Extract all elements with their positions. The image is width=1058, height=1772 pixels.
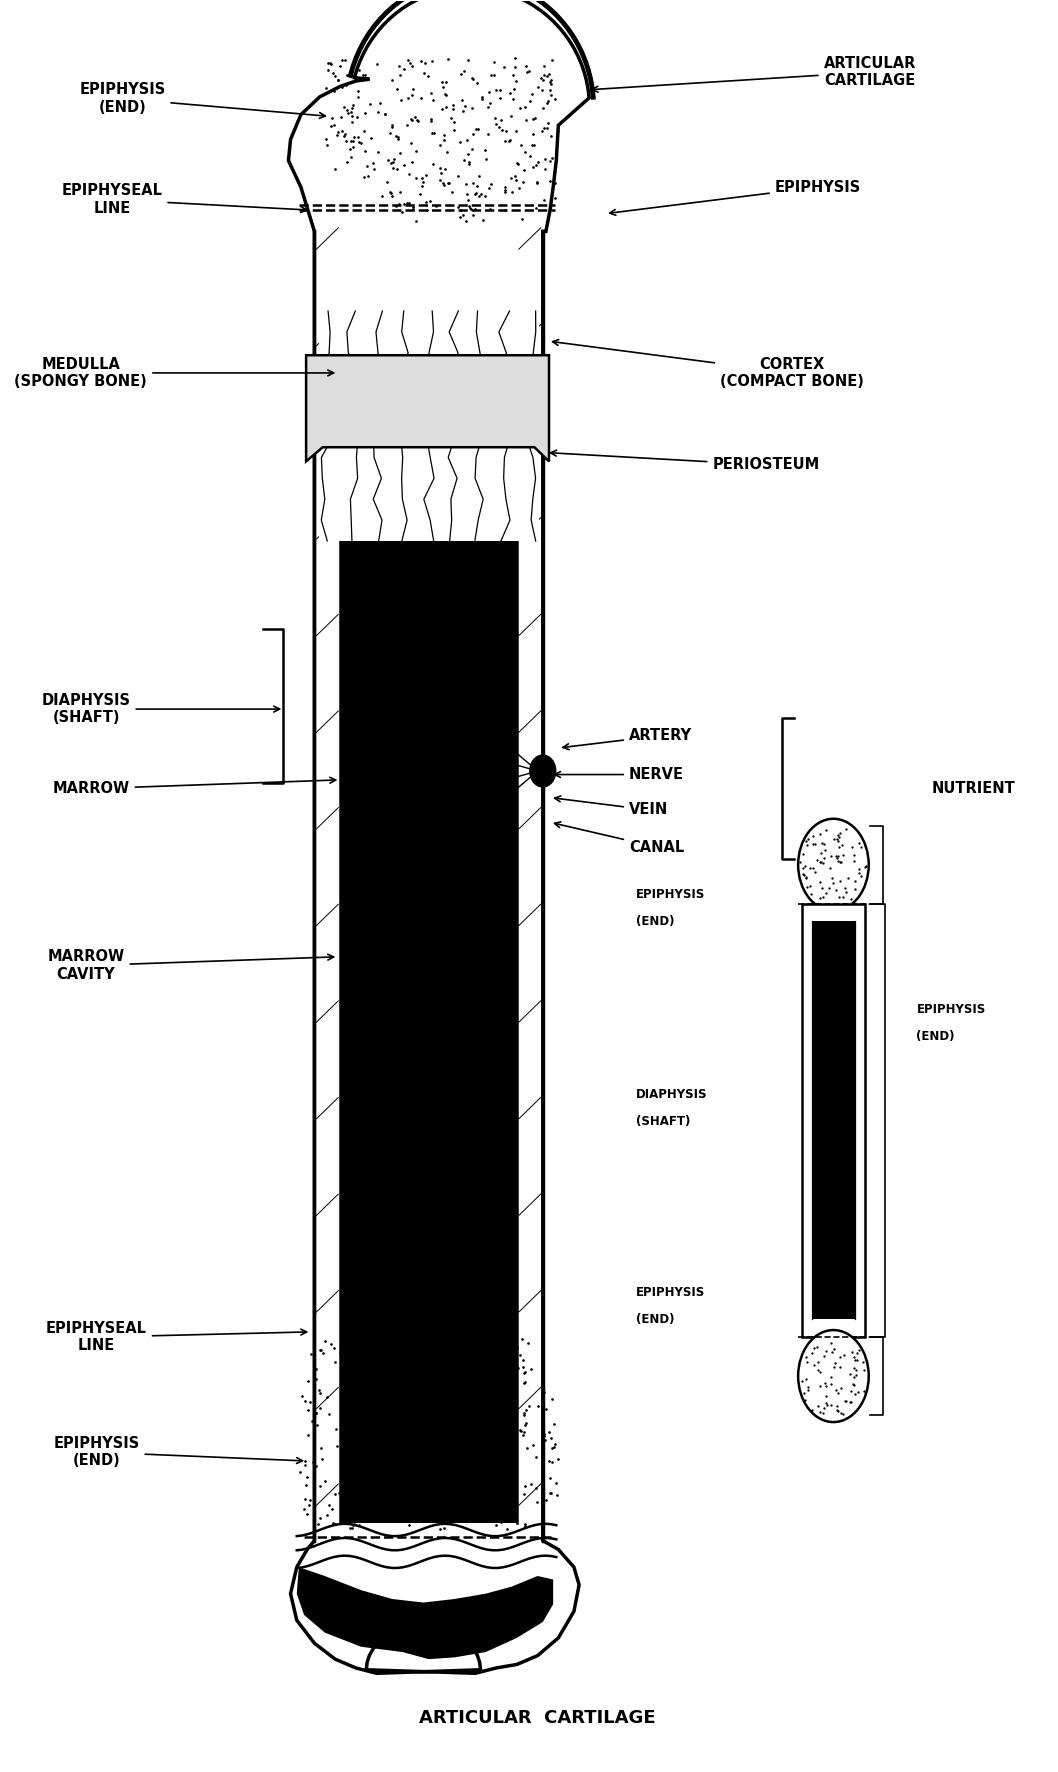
Text: EPIPHYSIS: EPIPHYSIS	[636, 1286, 706, 1299]
Text: EPIPHYSEAL
LINE: EPIPHYSEAL LINE	[61, 183, 307, 216]
Polygon shape	[318, 312, 539, 540]
Text: MEDULLA
(SPONGY BONE): MEDULLA (SPONGY BONE)	[15, 356, 333, 390]
Polygon shape	[811, 921, 855, 1320]
Text: MARROW: MARROW	[53, 778, 335, 796]
Ellipse shape	[798, 819, 869, 911]
Text: ARTICULAR
CARTILAGE: ARTICULAR CARTILAGE	[592, 57, 916, 92]
Text: EPIPHYSIS: EPIPHYSIS	[636, 888, 706, 902]
Text: ARTICULAR  CARTILAGE: ARTICULAR CARTILAGE	[419, 1708, 656, 1726]
Ellipse shape	[798, 1331, 869, 1423]
Text: EPIPHYSIS
(END): EPIPHYSIS (END)	[53, 1435, 303, 1469]
Text: (SHAFT): (SHAFT)	[636, 1115, 691, 1127]
Polygon shape	[802, 904, 864, 1338]
Text: EPIPHYSEAL
LINE: EPIPHYSEAL LINE	[45, 1320, 307, 1354]
Text: VEIN: VEIN	[554, 796, 669, 817]
Ellipse shape	[530, 755, 555, 787]
Polygon shape	[289, 0, 589, 1673]
Text: DIAPHYSIS: DIAPHYSIS	[636, 1088, 708, 1100]
Text: NUTRIENT: NUTRIENT	[932, 781, 1016, 796]
Polygon shape	[306, 354, 549, 461]
Text: PERIOSTEUM: PERIOSTEUM	[550, 450, 820, 473]
Text: DIAPHYSIS
(SHAFT): DIAPHYSIS (SHAFT)	[41, 693, 279, 725]
Text: EPIPHYSIS: EPIPHYSIS	[609, 179, 861, 214]
Text: CANAL: CANAL	[554, 822, 685, 854]
Text: MARROW
CAVITY: MARROW CAVITY	[48, 950, 333, 982]
Polygon shape	[296, 1566, 553, 1659]
Text: EPIPHYSIS: EPIPHYSIS	[916, 1003, 986, 1017]
Text: CORTEX
(COMPACT BONE): CORTEX (COMPACT BONE)	[552, 340, 863, 390]
Text: NERVE: NERVE	[554, 767, 683, 781]
Text: ARTERY: ARTERY	[563, 728, 692, 750]
Text: (END): (END)	[636, 1313, 675, 1325]
Polygon shape	[341, 321, 516, 1522]
Text: (END): (END)	[916, 1030, 955, 1044]
Text: (END): (END)	[636, 914, 675, 929]
Text: EPIPHYSIS
(END): EPIPHYSIS (END)	[79, 83, 326, 119]
